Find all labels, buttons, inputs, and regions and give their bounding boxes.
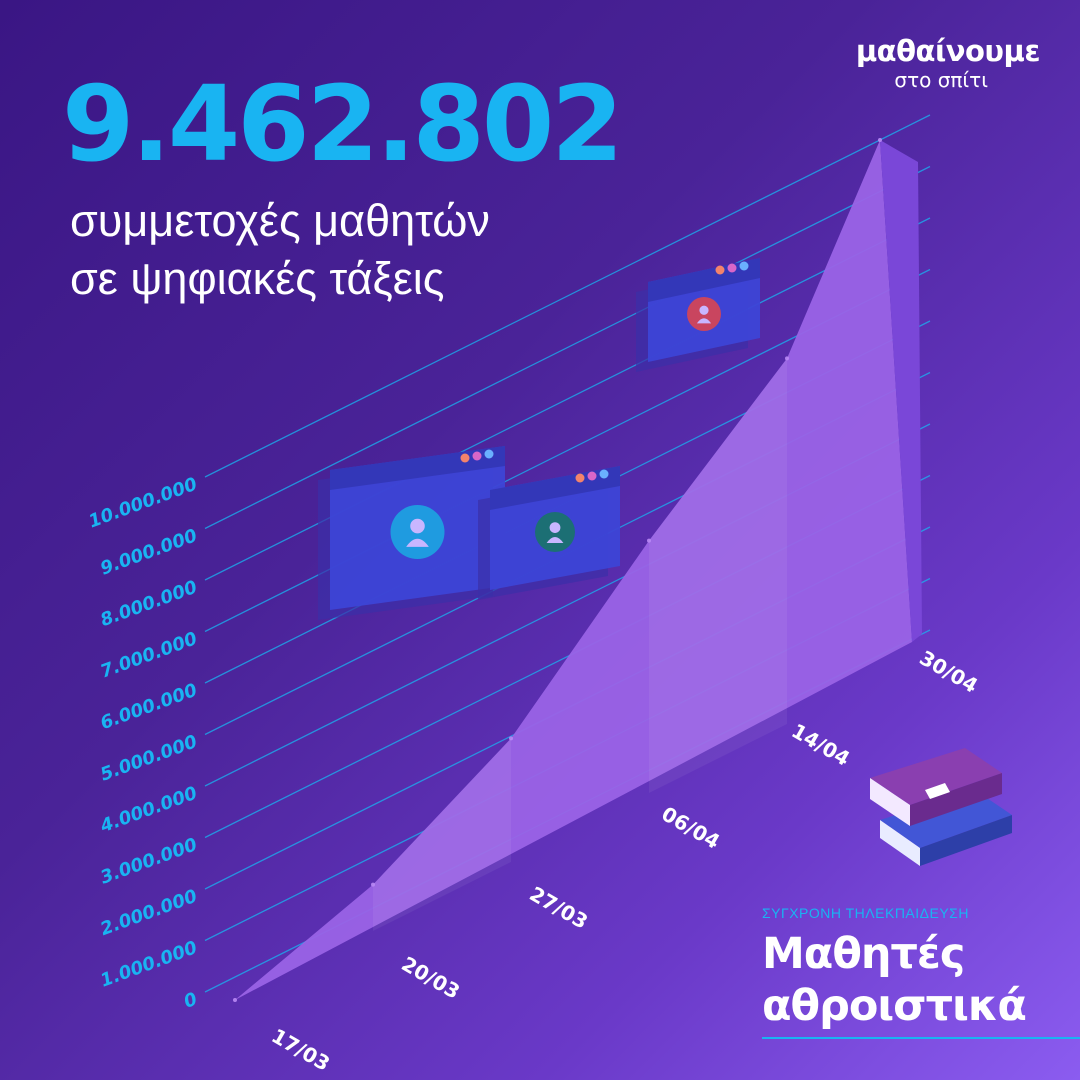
y-tick-label: 0 xyxy=(181,989,200,1013)
area-band xyxy=(373,738,511,931)
caption-category: ΣΥΓΧΡΟΝΗ ΤΗΛΕΚΠΑΙΔΕΥΣΗ xyxy=(762,905,969,921)
subtitle-line-1: συμμετοχές μαθητών xyxy=(70,195,490,246)
area-face xyxy=(235,140,912,1000)
gridline xyxy=(204,114,931,478)
y-tick-label: 6.000.000 xyxy=(98,680,200,734)
data-point xyxy=(878,138,882,142)
data-point xyxy=(647,538,651,543)
y-tick-label: 1.000.000 xyxy=(98,937,200,991)
brand-name: μαθαίνουμε xyxy=(855,34,1041,68)
headline-total: 9.462.802 xyxy=(62,63,624,185)
caption-underline xyxy=(762,1037,1080,1039)
y-tick-label: 5.000.000 xyxy=(98,731,200,785)
video-window-icon xyxy=(318,446,505,620)
books-icon xyxy=(870,748,1012,866)
area-band xyxy=(649,358,787,793)
subtitle-line-2: σε ψηφιακές τάξεις xyxy=(70,253,445,304)
y-tick-label: 8.000.000 xyxy=(98,577,200,631)
brand-tagline: στο σπίτι xyxy=(894,68,988,92)
x-tick-label: 06/04 xyxy=(658,802,725,854)
y-tick-label: 9.000.000 xyxy=(98,525,200,579)
brand-logo: μαθαίνουμε στο σπίτι xyxy=(855,34,1041,92)
video-window-icon xyxy=(636,258,760,372)
x-tick-label: 20/03 xyxy=(398,952,465,1004)
caption-title-line-1: Μαθητές xyxy=(762,929,965,979)
data-point xyxy=(371,882,375,887)
y-tick-label: 7.000.000 xyxy=(98,628,200,682)
decor-windows xyxy=(318,258,760,620)
data-point xyxy=(509,736,513,741)
caption-title: Μαθητές αθροιστικά xyxy=(762,928,1027,1032)
headline-subtitle: συμμετοχές μαθητών σε ψηφιακές τάξεις xyxy=(70,192,490,308)
area-side xyxy=(880,140,922,642)
x-tick-label: 14/04 xyxy=(788,719,855,771)
x-tick-label: 17/03 xyxy=(268,1024,335,1076)
y-tick-label: 3.000.000 xyxy=(98,834,200,888)
x-tick-label: 30/04 xyxy=(916,646,983,698)
gridline xyxy=(204,165,931,530)
user-avatar-icon xyxy=(687,297,721,331)
y-axis-ticks: 01.000.0002.000.0003.000.0004.000.0005.0… xyxy=(86,474,200,1013)
data-point xyxy=(233,998,237,1002)
y-tick-label: 2.000.000 xyxy=(98,886,200,940)
x-tick-label: 27/03 xyxy=(526,882,593,934)
user-avatar-icon xyxy=(535,512,575,552)
y-tick-label: 4.000.000 xyxy=(97,783,200,838)
video-window-icon xyxy=(478,466,620,600)
data-point xyxy=(785,356,789,361)
area-series xyxy=(233,138,922,1002)
caption-title-line-2: αθροιστικά xyxy=(762,981,1027,1031)
user-avatar-icon xyxy=(390,505,445,559)
y-tick-label: 10.000.000 xyxy=(86,474,200,533)
